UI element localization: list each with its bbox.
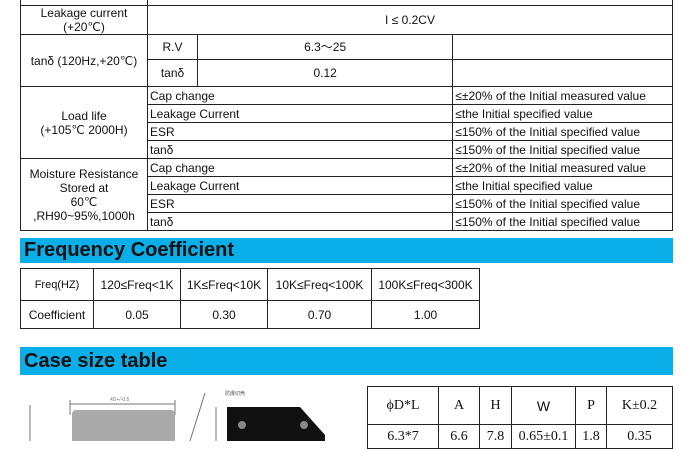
load-label-text: Load life xyxy=(61,108,107,123)
case-cell: 6.3*7 xyxy=(367,424,439,449)
case-cell: 1.8 xyxy=(575,424,607,449)
freq-cell: 0.70 xyxy=(267,300,372,329)
freq-table: Freq(HZ) 120≤Freq<1K 1K≤Freq<10K 10K≤Fre… xyxy=(20,268,480,329)
leakage-value: I ≤ 0.2CV xyxy=(147,5,673,35)
freq-header: 1K≤Freq<10K xyxy=(180,268,268,301)
terminal-view xyxy=(227,407,325,441)
case-cell: 0.35 xyxy=(606,424,673,449)
case-header: W xyxy=(511,386,576,425)
freq-header: 120≤Freq<1K xyxy=(93,268,181,301)
moisture-l1: Moisture Resistance xyxy=(29,166,139,181)
capacitor-body xyxy=(72,410,175,441)
moisture-value: ≤150% of the Initial specified value xyxy=(452,212,673,231)
blank-cell xyxy=(452,34,673,60)
leakage-label-text: Leakage current xyxy=(40,6,128,20)
case-header: A xyxy=(438,386,480,425)
moisture-value: ≤the Initial specified value xyxy=(452,176,673,195)
load-label: Load life (+105℃ 2000H) xyxy=(20,86,148,159)
freq-cell: Coefficient xyxy=(20,300,94,329)
load-value: ≤150% of the Initial specified value xyxy=(452,140,673,159)
moisture-key: tanδ xyxy=(146,212,454,231)
diagram-note: 防爆切壳 xyxy=(225,390,245,397)
leakage-label: Leakage current (+20℃) xyxy=(20,5,148,35)
dimension-label: 4D+/-0.5 xyxy=(110,397,130,403)
case-diagram: 4D+/-0.5 防爆切壳 xyxy=(29,390,325,441)
case-cell: 7.8 xyxy=(479,424,512,449)
freq-header: 10K≤Freq<100K xyxy=(267,268,372,301)
case-section-header: Case size table xyxy=(20,347,673,375)
leader-line xyxy=(189,392,206,441)
case-table: ϕD*L A H W P K±0.2 6.3*7 6.6 7.8 0.65±0.… xyxy=(367,386,673,449)
moisture-l2: Stored at xyxy=(59,180,109,195)
load-cond: (+105℃ 2000H) xyxy=(40,122,128,137)
leakage-cond: (+20℃) xyxy=(63,20,105,34)
load-key: tanδ xyxy=(146,140,454,159)
moisture-l3: 60℃ xyxy=(70,194,98,209)
freq-cell: 1.00 xyxy=(371,300,480,329)
moisture-label: Moisture Resistance Stored at 60℃ ,RH90~95%… xyxy=(20,158,148,231)
tan-label: tanδ (120Hz,+20℃) xyxy=(20,34,148,87)
tan-value: 0.12 xyxy=(196,59,454,87)
case-header: H xyxy=(479,386,512,425)
freq-header: Freq(HZ) xyxy=(20,268,94,301)
freq-section-header: Frequency Coefficient xyxy=(20,238,673,263)
moisture-key: ESR xyxy=(146,194,454,213)
load-value: ≤the Initial specified value xyxy=(452,104,673,123)
blank-cell xyxy=(452,59,673,87)
load-value: ≤±20% of the Initial measured value xyxy=(452,86,673,105)
load-value: ≤150% of the Initial specified value xyxy=(452,122,673,141)
case-cell: 0.65±0.1 xyxy=(511,424,576,449)
terminal-hole xyxy=(238,421,246,429)
case-header: ϕD*L xyxy=(367,386,439,425)
freq-cell: 0.30 xyxy=(180,300,268,329)
load-key: ESR xyxy=(146,122,454,141)
moisture-value: ≤±20% of the Initial measured value xyxy=(452,158,673,177)
load-key: Leakage Current xyxy=(146,104,454,123)
load-key: Cap change xyxy=(146,86,454,105)
terminal-hole xyxy=(300,421,308,429)
case-header: K±0.2 xyxy=(606,386,673,425)
moisture-value: ≤150% of the Initial specified value xyxy=(452,194,673,213)
freq-header: 100K≤Freq<300K xyxy=(371,268,480,301)
rv-label: R.V xyxy=(147,34,198,60)
rv-value: 6.3～25 xyxy=(196,34,454,60)
moisture-l4: ,RH90~95%,1000h xyxy=(33,208,135,223)
tan-sub-label: tanδ xyxy=(147,59,198,87)
case-header: P xyxy=(575,386,607,425)
moisture-key: Cap change xyxy=(146,158,454,177)
moisture-key: Leakage Current xyxy=(146,176,454,195)
spec-table: Leakage current (+20℃) I ≤ 0.2CV tanδ (120… xyxy=(20,0,673,231)
case-cell: 6.6 xyxy=(438,424,480,449)
freq-cell: 0.05 xyxy=(93,300,181,329)
